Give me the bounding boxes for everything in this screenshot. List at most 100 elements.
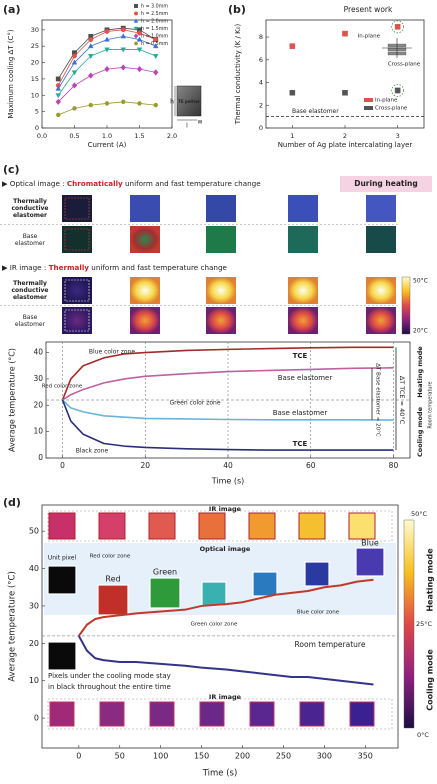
point xyxy=(137,101,142,106)
point xyxy=(153,37,159,43)
point xyxy=(136,47,143,53)
colorbar-label: 50°C xyxy=(413,278,428,285)
y-tick-label: 10 xyxy=(33,427,43,436)
point xyxy=(88,72,94,79)
point xyxy=(87,54,94,60)
row-label: Thermally conductive elastomer xyxy=(12,198,49,219)
point xyxy=(120,33,127,39)
image-tile xyxy=(288,195,318,222)
x-tick-label: 0 xyxy=(76,752,81,761)
y-tick-label: 30 xyxy=(31,26,39,34)
y-tick-label: 20 xyxy=(33,400,43,409)
annotation: Blue color zone xyxy=(89,349,135,356)
highlight-circle xyxy=(391,84,405,97)
image-tile xyxy=(149,577,181,609)
point xyxy=(152,54,159,60)
optical-header: ▶ Optical image : Chromatically uniform … xyxy=(2,179,261,188)
row-label: Base elastomer xyxy=(15,314,46,328)
image-tile xyxy=(366,195,396,222)
row-label-line: conductive xyxy=(12,205,49,212)
annotation: Blue xyxy=(361,539,379,548)
x-tick-label: 80 xyxy=(389,461,399,470)
annotation: Green xyxy=(153,568,177,577)
colorbar-label: 50°C xyxy=(411,510,428,518)
header-part: ▶ IR image : xyxy=(2,263,49,272)
point xyxy=(88,37,94,43)
series-line xyxy=(61,399,394,421)
image-tile xyxy=(149,701,175,727)
annotation: Cross-plane xyxy=(388,62,421,68)
colorbar-label: 20°C xyxy=(413,328,428,335)
point xyxy=(104,65,110,73)
point xyxy=(71,70,78,76)
panel-label: (b) xyxy=(228,3,246,16)
y-tick-label: 6 xyxy=(259,56,263,64)
point xyxy=(342,30,348,37)
legend-label: h = 3.0mm xyxy=(141,4,168,10)
image-tile xyxy=(97,584,129,616)
point xyxy=(153,102,159,108)
annotation: Cooling mode xyxy=(416,406,424,457)
annotation: h xyxy=(170,99,174,106)
image-tile xyxy=(130,307,160,334)
panel-label: (d) xyxy=(3,496,21,509)
image-tile xyxy=(49,701,75,727)
x-tick-label: 100 xyxy=(153,752,168,761)
point xyxy=(55,76,61,82)
mode-label: Cooling mode xyxy=(426,649,435,711)
annotation: Red color zone xyxy=(90,554,131,560)
annotation: Heating mode xyxy=(416,346,424,398)
annotation: w xyxy=(198,119,203,126)
mode-label: Heating mode xyxy=(426,548,435,612)
colorbar-label: 0°C xyxy=(417,731,429,739)
header-part: ▶ Optical image : xyxy=(2,179,67,188)
image-tile xyxy=(206,195,236,222)
point xyxy=(104,29,110,34)
legend-marker xyxy=(133,33,139,39)
point xyxy=(137,30,142,36)
image-tile xyxy=(130,226,160,253)
row-label-line: conductive xyxy=(12,287,49,294)
legend-label: h = 2.5mm xyxy=(141,11,168,17)
row-label-line: Thermally xyxy=(13,198,47,205)
image-tile xyxy=(98,512,126,540)
image-tile xyxy=(348,512,376,540)
legend-marker xyxy=(133,11,138,16)
tile-outline xyxy=(64,197,90,220)
legend-label: h = 2.0mm xyxy=(141,19,168,25)
y-tick-label: 8 xyxy=(259,33,263,41)
colorbar-label: 25°C xyxy=(416,620,433,628)
legend-label: In-plane xyxy=(375,98,398,104)
point xyxy=(152,43,159,49)
legend-marker xyxy=(133,3,138,8)
legend-label: h = 1.5mm xyxy=(141,26,168,32)
x-axis-label: Current (A) xyxy=(88,141,127,149)
ir-header: ▶ IR image : Thermally uniform and fast … xyxy=(2,263,228,272)
panel-label: (a) xyxy=(3,3,20,16)
annotation: Red color zone xyxy=(42,384,83,390)
header-part: uniform and fast temperature change xyxy=(123,179,262,188)
annotation: ΔT Base elastomer ≈ 20°C xyxy=(375,363,381,437)
point xyxy=(104,36,110,42)
x-tick-label: 350 xyxy=(358,752,373,761)
tile-outline xyxy=(64,228,90,251)
x-tick-label: 0.5 xyxy=(69,132,79,140)
x-tick-label: 1.0 xyxy=(102,132,112,140)
x-axis-label: Time (s) xyxy=(211,477,245,486)
image-tile xyxy=(62,277,92,304)
x-tick-label: 0.0 xyxy=(37,132,47,140)
curve-label: Base elastomer xyxy=(278,374,333,382)
series-line xyxy=(61,346,394,401)
y-tick-label: 0 xyxy=(38,453,43,462)
image-tile xyxy=(366,277,396,304)
y-tick-label: 0 xyxy=(34,714,39,723)
x-tick-label: 2 xyxy=(343,132,347,140)
row-label-line: Thermally xyxy=(13,280,47,287)
y-tick-label: 40 xyxy=(33,348,43,357)
image-tile xyxy=(148,512,176,540)
y-tick-label: 0 xyxy=(35,124,39,132)
x-tick-label: 250 xyxy=(276,752,291,761)
image-tile xyxy=(349,701,375,727)
legend-label: h = 0.5mm xyxy=(141,41,168,47)
curve-label: TCE xyxy=(293,440,308,448)
